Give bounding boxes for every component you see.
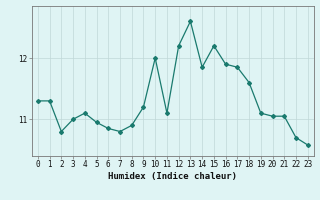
X-axis label: Humidex (Indice chaleur): Humidex (Indice chaleur) [108,172,237,181]
